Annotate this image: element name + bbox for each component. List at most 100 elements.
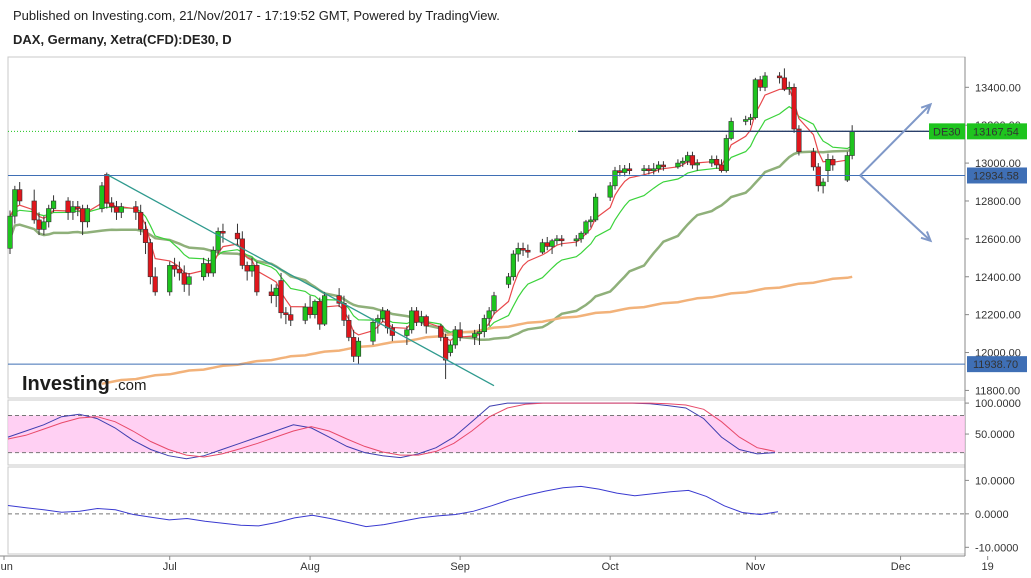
candle-body — [210, 249, 216, 274]
candle-body — [133, 206, 139, 213]
candle-body — [641, 168, 647, 171]
price-tick-label: 12600.00 — [975, 234, 1021, 246]
candle-body — [762, 75, 768, 88]
drawings — [8, 102, 965, 387]
candle-body — [113, 206, 120, 213]
candle-body — [505, 276, 512, 285]
candle-body — [830, 159, 836, 166]
candle — [660, 161, 666, 171]
candle-body — [718, 164, 725, 171]
candle-body — [554, 238, 560, 242]
candle — [476, 324, 483, 345]
candle — [791, 83, 797, 133]
candle — [447, 341, 454, 357]
arrow-head — [920, 102, 933, 115]
candle-body — [544, 242, 550, 247]
candle-body — [215, 230, 221, 251]
level-label-box — [967, 167, 1027, 184]
candle — [815, 163, 821, 192]
level-label-box — [967, 356, 1027, 373]
stoch-band — [8, 415, 965, 453]
candle — [215, 227, 221, 255]
candle-body — [844, 155, 850, 181]
candle-body — [249, 265, 255, 272]
candle — [167, 261, 173, 296]
publish-info: Published on Investing.com, 21/Nov/2017 … — [13, 8, 500, 23]
candle — [181, 265, 187, 292]
candle — [186, 272, 192, 296]
candle-body — [239, 238, 245, 266]
candles[interactable] — [7, 68, 855, 380]
candle-body — [825, 159, 831, 171]
candle-body — [220, 230, 226, 234]
candle-body — [452, 329, 458, 346]
candle-body — [539, 242, 545, 253]
candle-body — [380, 310, 386, 319]
candle-body — [781, 77, 787, 90]
candle-body — [714, 159, 720, 166]
instrument-title: DAX, Germany, Xetra(CFD):DE30, D — [13, 32, 232, 47]
candle — [844, 151, 850, 183]
time-tick-label: Jul — [163, 561, 177, 573]
arrow-up — [859, 103, 932, 177]
candle — [351, 329, 357, 363]
candle — [321, 291, 328, 327]
time-tick-label: Sep — [450, 561, 470, 573]
candle-body — [384, 310, 391, 329]
candle-body — [201, 263, 207, 278]
candle — [50, 195, 57, 213]
candle-body — [776, 75, 783, 79]
candle — [176, 261, 183, 281]
candle — [723, 134, 729, 173]
candle — [593, 193, 599, 222]
candle — [70, 200, 76, 220]
osc-tick-label: 10.0000 — [975, 475, 1015, 487]
candle-body — [689, 155, 696, 166]
candle — [612, 166, 618, 190]
candle — [312, 299, 318, 319]
candle — [7, 210, 13, 255]
price-tick-label: 12800.00 — [975, 196, 1021, 208]
candle — [626, 163, 633, 175]
candle — [336, 288, 342, 308]
time-tick-label: Dec — [891, 561, 911, 573]
candle-body — [723, 138, 729, 171]
candle-body — [142, 229, 149, 243]
candle-body — [549, 240, 555, 247]
candle — [413, 307, 420, 327]
sma-long-line — [8, 148, 853, 342]
candle-body — [278, 280, 284, 314]
candle-body — [815, 166, 821, 187]
candle — [355, 337, 362, 364]
candle — [752, 77, 758, 120]
candle-body — [409, 310, 415, 331]
candle-body — [307, 306, 313, 315]
time-tick-label: Oct — [602, 561, 619, 573]
candle-body — [651, 168, 657, 171]
candle — [104, 172, 110, 209]
candle — [210, 246, 216, 277]
candle-body — [810, 151, 817, 168]
candle — [689, 151, 696, 169]
candle — [12, 185, 18, 224]
candle — [171, 257, 178, 277]
candle-body — [65, 200, 71, 213]
candle — [118, 202, 124, 219]
candle — [138, 204, 144, 236]
candle — [307, 295, 313, 319]
sma-200-line — [101, 275, 853, 386]
candle-body — [622, 168, 628, 173]
candle — [41, 216, 47, 236]
candle-body — [646, 168, 652, 171]
candle-body — [559, 238, 565, 242]
time-tick-label: Nov — [746, 561, 766, 573]
symbol-label: DE30 — [933, 126, 961, 138]
candle-body — [680, 160, 686, 164]
time-tick-label: 19 — [982, 561, 994, 573]
candle — [680, 157, 686, 167]
logo-suffix: .com — [114, 377, 147, 394]
candle-body — [288, 314, 294, 321]
osc-tick-label: -10.0000 — [975, 542, 1018, 554]
candle — [254, 261, 260, 296]
